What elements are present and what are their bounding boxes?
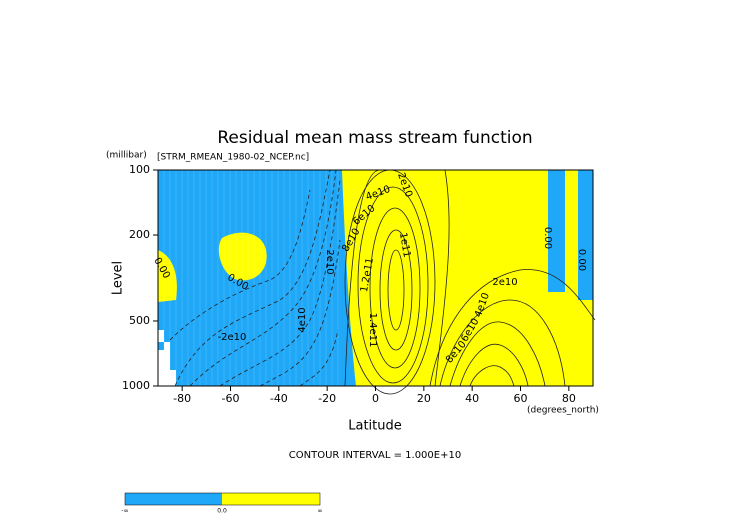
contour-label: 0.00 (542, 227, 553, 249)
x-tick-label: -80 (173, 392, 191, 405)
y-tick-label: 100 (129, 163, 150, 176)
y-tick-label: 200 (129, 228, 150, 241)
x-tick-label: 80 (562, 392, 576, 405)
y-tick-label: 1000 (122, 379, 150, 392)
x-tick-label: 40 (465, 392, 479, 405)
x-tick-label: -60 (222, 392, 240, 405)
colorbar-positive (222, 493, 320, 505)
y-axis-label: Level (111, 261, 126, 295)
subtitle: [STRM_RMEAN_1980-02_NCEP.nc] (157, 153, 309, 163)
contour-label: 2e10 (492, 277, 517, 288)
missing-region (158, 330, 164, 342)
contour-label: 1e11 (397, 232, 412, 259)
x-tick-label: 0 (372, 392, 379, 405)
contour-label: -2e10 (218, 332, 247, 343)
contour-interval: CONTOUR INTERVAL = 1.000E+10 (289, 450, 461, 461)
missing-region (158, 350, 170, 370)
x-tick-label: -20 (318, 392, 336, 405)
chart-title: Residual mean mass stream function (217, 128, 532, 148)
contour-label: 4e10 (297, 307, 308, 332)
colorbar-negative (125, 493, 222, 505)
positive-region (342, 170, 593, 386)
colorbar: -∞ 0.0 ∞ (121, 492, 323, 515)
y-tick-label: 500 (129, 314, 150, 327)
colorbar-label: 0.0 (217, 508, 227, 515)
y-unit: (millibar) (106, 151, 147, 161)
colorbar-frame (124, 492, 321, 506)
missing-region (164, 342, 170, 354)
colorbar-label: -∞ (121, 508, 128, 515)
colorbar-label: ∞ (318, 508, 323, 515)
x-tick-label: 60 (514, 392, 528, 405)
x-axis-label: Latitude (348, 419, 402, 434)
x-unit: (degrees_north) (527, 406, 599, 416)
positive-region (158, 250, 177, 302)
x-tick-label: -40 (270, 392, 288, 405)
contour-label: 1.4e11 (367, 313, 378, 348)
contour-label: 2e10 (324, 249, 335, 274)
contour-label: 0.00 (576, 249, 587, 271)
field (158, 170, 593, 386)
x-tick-label: 20 (417, 392, 431, 405)
missing-region (158, 370, 176, 386)
positive-region (218, 232, 267, 281)
